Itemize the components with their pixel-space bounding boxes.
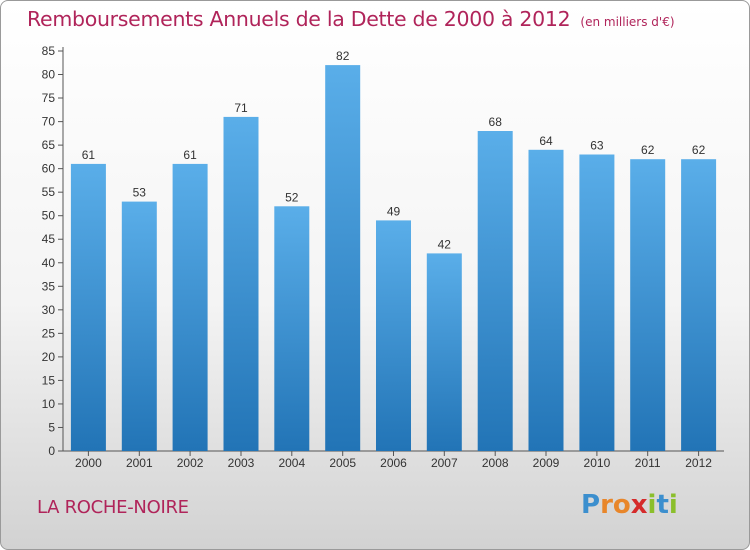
value-label-2003: 71 [234,101,248,115]
logo-letter: x [630,490,648,520]
logo-letter: o [612,490,631,520]
y-tick-label: 45 [42,232,56,246]
x-tick-label-2001: 2001 [126,456,153,470]
bar-2005[interactable] [325,65,361,451]
bar-2010[interactable] [579,154,615,452]
bar-2003[interactable] [223,116,259,452]
bar-2012[interactable] [681,159,717,451]
x-tick-label-2003: 2003 [228,456,255,470]
value-label-2002: 61 [183,148,197,162]
y-tick-label: 80 [42,68,56,82]
logo-letter: r [600,490,613,520]
y-tick-label: 75 [42,91,56,105]
bar-2000[interactable] [70,163,106,451]
commune-name: LA ROCHE-NOIRE [37,497,189,518]
logo-letter: i [668,490,678,520]
y-tick-label: 25 [42,326,56,340]
y-tick-label: 10 [42,397,56,411]
value-label-2000: 61 [82,148,96,162]
chart-title-text: Remboursements Annuels de la Dette de 20… [27,7,571,31]
bar-2009[interactable] [528,149,564,452]
y-tick-label: 60 [42,162,56,176]
value-label-2009: 64 [539,134,553,148]
y-tick-label: 20 [42,350,56,364]
value-label-2005: 82 [336,49,350,63]
x-tick-label-2004: 2004 [278,456,305,470]
bar-2011[interactable] [630,159,666,451]
y-tick-label: 30 [42,303,56,317]
y-tick-label: 50 [42,209,56,223]
value-label-2007: 42 [438,237,452,251]
bar-2008[interactable] [477,131,513,451]
x-tick-label-2000: 2000 [75,456,102,470]
y-tick-label: 65 [42,138,56,152]
value-label-2011: 62 [641,143,655,157]
x-tick-label-2011: 2011 [635,456,661,470]
x-tick-label-2010: 2010 [584,456,611,470]
x-tick-label-2012: 2012 [685,456,712,470]
value-label-2006: 49 [387,204,401,218]
y-tick-label: 85 [42,44,56,58]
value-label-2010: 63 [590,139,604,153]
bar-2004[interactable] [274,206,310,451]
bars [70,65,717,452]
value-labels: 61 53 61 71 52 82 49 42 68 64 63 62 62 [82,49,706,251]
value-label-2012: 62 [692,143,706,157]
y-tick-label: 40 [42,256,56,270]
bar-2007[interactable] [426,253,462,451]
y-tick-label: 70 [42,115,56,129]
proxiti-logo[interactable]: Proxiti [581,490,678,520]
bar-2001[interactable] [121,201,157,451]
x-tick-label-2002: 2002 [177,456,204,470]
y-tick-label: 15 [42,373,56,387]
logo-letter: P [581,490,601,520]
logo-letter: i [647,490,657,520]
x-tick-label-2007: 2007 [431,456,458,470]
value-label-2008: 68 [489,115,503,129]
y-tick-label: 55 [42,185,56,199]
x-tick-label-2006: 2006 [380,456,407,470]
axes: 0 5 10 15 20 25 30 35 40 45 50 55 60 65 70 75 80 85 2000 20… [42,44,724,470]
bar-2006[interactable] [376,220,411,451]
chart-title: Remboursements Annuels de la Dette de 20… [27,7,675,31]
chart-unit: (en milliers d'€) [580,15,675,29]
x-tick-label-2005: 2005 [329,456,356,470]
value-label-2001: 53 [133,186,147,200]
y-tick-label: 5 [48,420,55,434]
x-tick-label-2008: 2008 [482,456,509,470]
y-tick-label: 35 [42,279,56,293]
logo-letter: t [656,490,669,520]
bar-2002[interactable] [172,163,208,451]
x-tick-label-2009: 2009 [533,456,560,470]
y-tick-label: 0 [48,444,55,458]
value-label-2004: 52 [285,190,299,204]
